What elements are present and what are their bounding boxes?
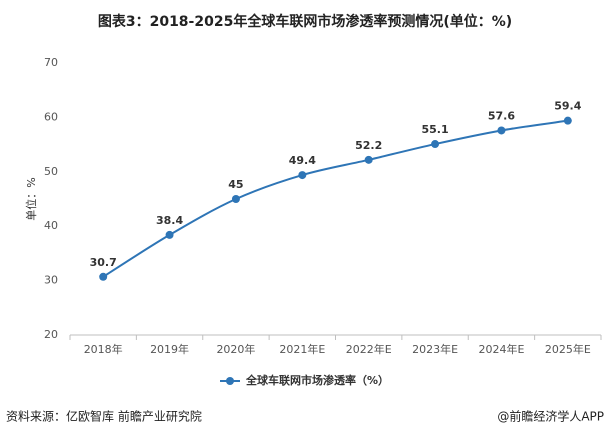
value-label: 59.4 [554, 100, 581, 113]
y-tick-label: 60 [44, 110, 58, 123]
value-label: 38.4 [156, 214, 183, 227]
y-tick-label: 50 [44, 165, 58, 178]
point [364, 155, 373, 164]
legend-label: 全球车联网市场渗透率（%） [245, 373, 389, 387]
point [497, 126, 506, 135]
value-label: 52.2 [355, 139, 382, 152]
source: 资料来源：亿欧智库 前瞻产业研究院 [6, 409, 202, 424]
x-tick-label: 2018年 [84, 342, 123, 356]
point [99, 272, 108, 281]
credit: @前瞻经济学人APP [497, 409, 604, 424]
value-label: 45 [228, 178, 243, 191]
x-tick-label: 2025年E [545, 342, 591, 356]
legend-marker [226, 377, 234, 385]
point [431, 140, 440, 149]
x-tick-label: 2022年E [346, 342, 392, 356]
x-tick-label: 2021年E [279, 342, 325, 356]
x-tick-label: 2019年 [150, 342, 189, 356]
y-tick-label: 30 [44, 274, 58, 287]
x-tick-label: 2024年E [478, 342, 524, 356]
point [563, 116, 572, 125]
y-tick-label: 20 [44, 328, 58, 341]
y-tick-label: 70 [44, 56, 58, 69]
line [102, 119, 568, 278]
x-tick-label: 2020年 [216, 342, 255, 356]
x-tick-label: 2023年E [412, 342, 458, 356]
y-tick-label: 40 [44, 219, 58, 232]
value-label: 49.4 [289, 154, 316, 167]
point [231, 195, 240, 203]
value-label: 30.7 [90, 256, 117, 269]
y-axis-label: 单位：% [24, 177, 38, 220]
value-label: 57.6 [488, 109, 515, 122]
chart-title: 图表3：2018-2025年全球车联网市场渗透率预测情况(单位：%) [98, 13, 512, 30]
point [298, 171, 307, 180]
value-label: 55.1 [421, 123, 448, 136]
point [165, 230, 174, 239]
